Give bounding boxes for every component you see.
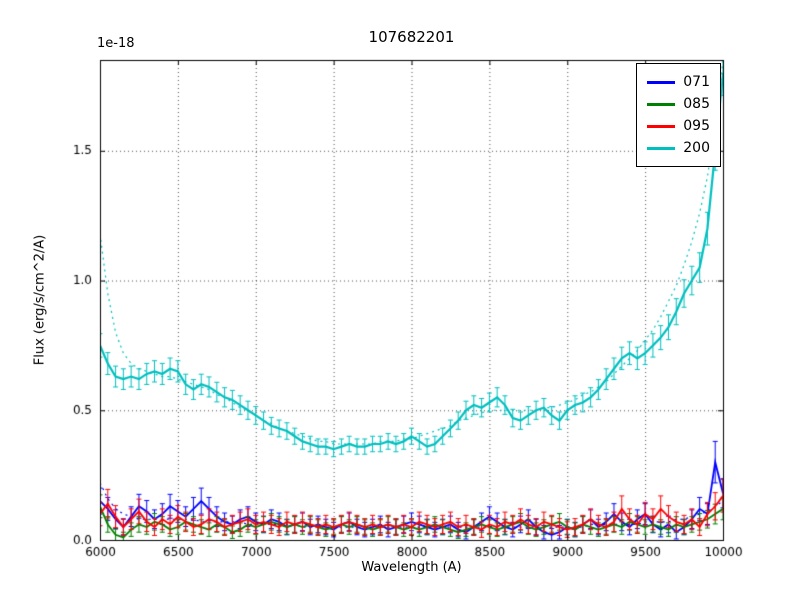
y-axis-label: Flux (erg/s/cm^2/A)	[32, 234, 48, 366]
chart-title: 107682201	[368, 28, 455, 46]
legend-line-swatch	[647, 146, 676, 150]
legend-item-label: 200	[683, 140, 710, 156]
legend-item-label: 095	[683, 118, 710, 134]
legend-line-swatch	[647, 102, 676, 106]
legend-line-swatch	[647, 80, 676, 84]
legend-line-swatch	[647, 124, 676, 128]
y-axis-offset-label: 1e-18	[97, 36, 135, 51]
legend-item: 200	[647, 137, 710, 159]
legend-item-label: 071	[683, 74, 710, 90]
legend-item-label: 085	[683, 96, 710, 112]
legend-item: 095	[647, 115, 710, 137]
legend-item: 071	[647, 71, 710, 93]
legend: 071 085 095 200	[636, 63, 721, 167]
legend-item: 085	[647, 93, 710, 115]
x-axis-label: Wavelength (A)	[361, 560, 462, 575]
